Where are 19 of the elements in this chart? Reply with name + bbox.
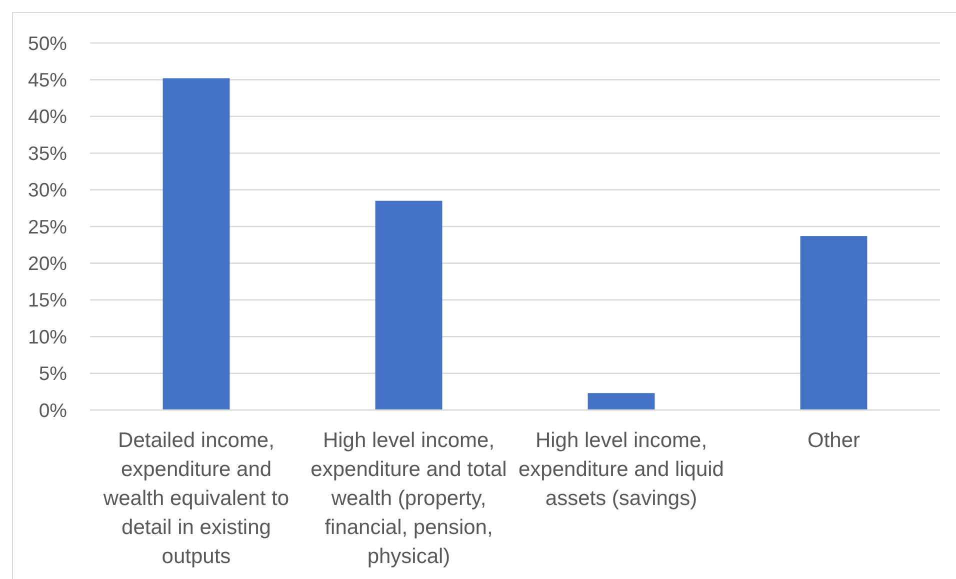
y-tick-label: 40% bbox=[28, 106, 67, 128]
y-tick-label: 10% bbox=[28, 326, 67, 348]
bar bbox=[375, 200, 442, 410]
y-tick-label: 30% bbox=[28, 180, 67, 202]
y-tick-label: 45% bbox=[28, 70, 67, 92]
y-tick-label: 15% bbox=[28, 290, 67, 312]
y-tick-label: 0% bbox=[38, 400, 67, 422]
bar bbox=[588, 393, 655, 410]
x-tick-label: High level income, expenditure and liquid assets (savings) bbox=[518, 429, 724, 510]
x-tick-label: Detailed income, expenditure and wealth equivalent to detail in existing outputs bbox=[102, 429, 290, 568]
y-tick-label: 35% bbox=[28, 142, 67, 165]
y-tick-label: 5% bbox=[38, 363, 67, 386]
y-tick-label: 50% bbox=[28, 32, 67, 55]
y-tick-label: 25% bbox=[28, 216, 67, 238]
bar bbox=[162, 78, 230, 410]
bar bbox=[800, 236, 868, 410]
x-tick-label: High level income, expenditure and total wealth (property, financial, pension, physical) bbox=[310, 429, 507, 568]
y-tick-label: 20% bbox=[28, 253, 67, 276]
x-tick-label: Other bbox=[807, 429, 860, 452]
